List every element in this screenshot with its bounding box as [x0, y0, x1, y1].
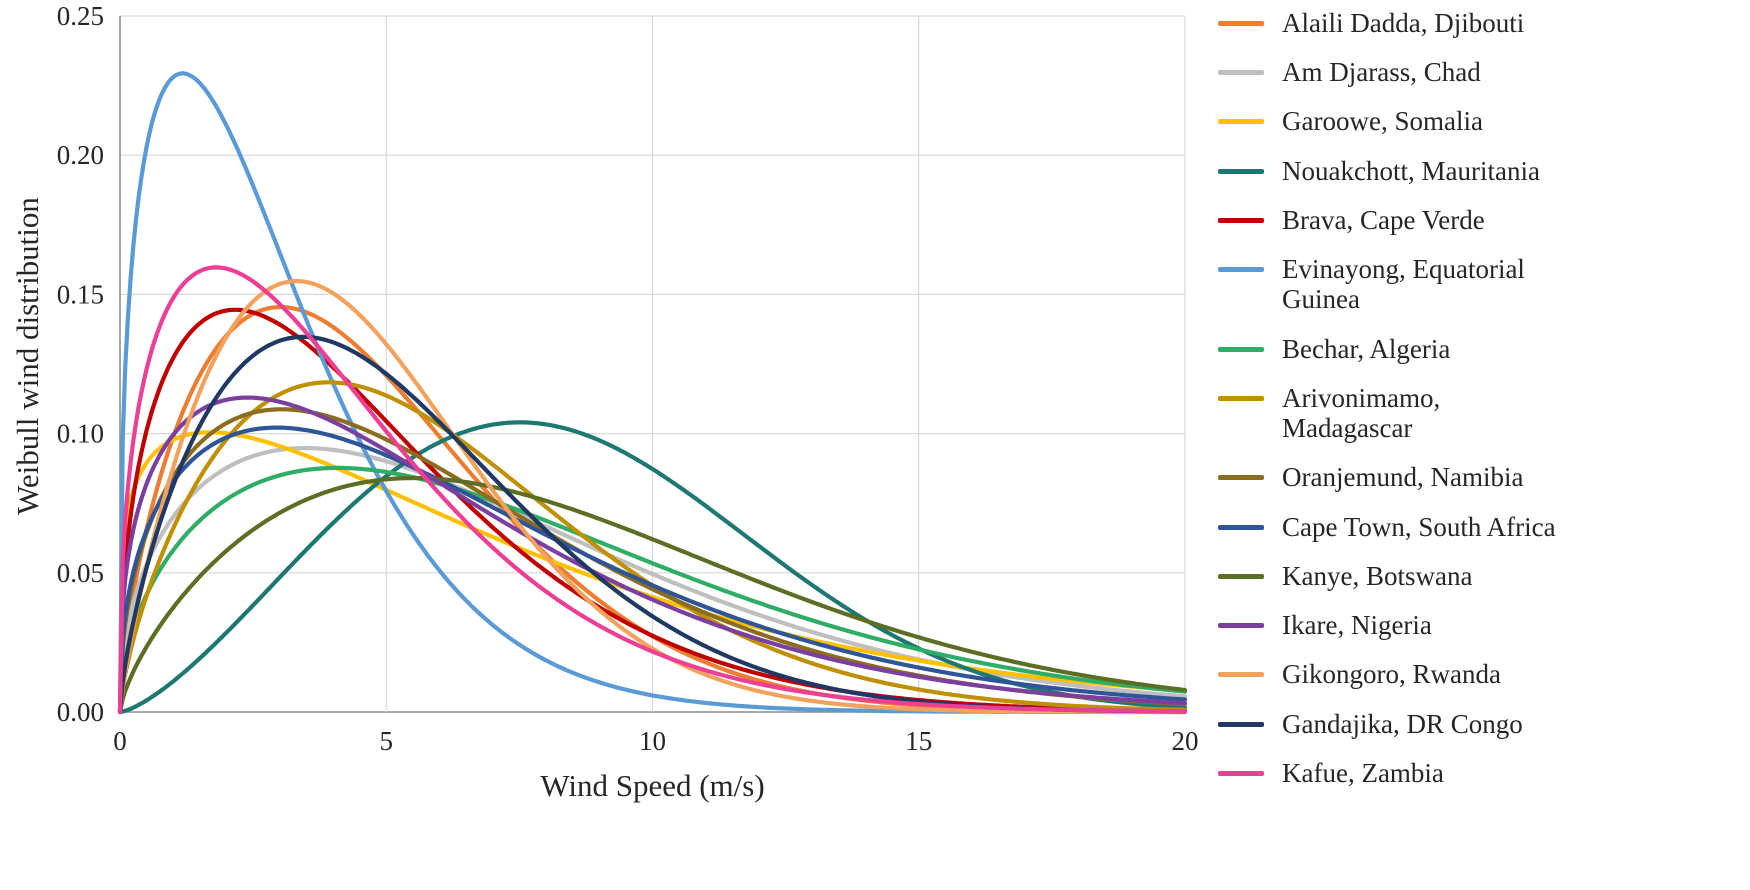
- legend-swatch-arivonimamo: [1218, 395, 1264, 401]
- y-axis-title: Weibull wind distribution: [10, 197, 45, 515]
- legend-item-cape-town: Cape Town, South Africa: [1218, 512, 1743, 542]
- x-axis-title: Wind Speed (m/s): [540, 768, 765, 803]
- legend-swatch-oranjemund: [1218, 475, 1264, 481]
- legend-item-kafue: Kafue, Zambia: [1218, 758, 1743, 788]
- legend-swatch-am-djarass: [1218, 70, 1264, 76]
- series-curve-kafue: [117, 265, 1188, 715]
- legend-swatch-nouakchott: [1218, 168, 1264, 174]
- legend-label-ikare: Ikare, Nigeria: [1282, 610, 1432, 641]
- legend-label-evinayong: Evinayong, Equatorial Guinea: [1282, 254, 1525, 315]
- legend-item-oranjemund: Oranjemund, Namibia: [1218, 462, 1743, 492]
- x-tick-label: 5: [380, 726, 394, 756]
- legend-label-am-djarass: Am Djarass, Chad: [1282, 57, 1481, 88]
- legend-item-bechar: Bechar, Algeria: [1218, 334, 1743, 364]
- legend-label-nouakchott: Nouakchott, Mauritania: [1282, 155, 1540, 186]
- series-curve-kanye: [117, 475, 1188, 715]
- legend-swatch-kanye: [1218, 573, 1264, 579]
- x-tick-label: 20: [1172, 726, 1199, 756]
- chart-plot-area: 0.00 0.05 0.10 0.15 0.20 0.25 0 5 10 15 20: [57, 1, 1199, 756]
- legend-item-brava: Brava, Cape Verde: [1218, 205, 1743, 235]
- legend-swatch-gandajika: [1218, 721, 1264, 727]
- y-tick-label: 0.15: [57, 279, 104, 309]
- legend-swatch-garoowe: [1218, 119, 1264, 125]
- series-curve-garoowe: [117, 430, 1188, 715]
- y-tick-label: 0.25: [57, 1, 104, 31]
- legend-label-arivonimamo: Arivonimamo, Madagascar: [1282, 382, 1441, 444]
- x-tick-label: 0: [113, 726, 127, 756]
- legend-item-gikongoro: Gikongoro, Rwanda: [1218, 659, 1743, 689]
- legend-item-gandajika: Gandajika, DR Congo: [1218, 709, 1743, 739]
- legend-item-ikare: Ikare, Nigeria: [1218, 610, 1743, 640]
- chart-legend: Alaili Dadda, Djibouti Am Djarass, Chad Ga…: [1218, 8, 1743, 788]
- x-tick-label: 15: [905, 726, 932, 756]
- series-curve-bechar: [117, 465, 1188, 715]
- y-tick-label: 0.00: [57, 697, 104, 727]
- legend-swatch-kafue: [1218, 770, 1264, 776]
- legend-item-nouakchott: Nouakchott, Mauritania: [1218, 156, 1743, 186]
- legend-label-brava: Brava, Cape Verde: [1282, 204, 1485, 235]
- legend-item-arivonimamo: Arivonimamo, Madagascar: [1218, 383, 1743, 443]
- legend-swatch-cape-town: [1218, 524, 1264, 530]
- legend-swatch-brava: [1218, 217, 1264, 223]
- legend-label-alaili-dadda: Alaili Dadda, Djibouti: [1282, 8, 1525, 38]
- legend-label-kafue: Kafue, Zambia: [1282, 757, 1444, 788]
- legend-item-kanye: Kanye, Botswana: [1218, 561, 1743, 591]
- legend-swatch-bechar: [1218, 346, 1264, 352]
- legend-label-gikongoro: Gikongoro, Rwanda: [1282, 659, 1501, 690]
- legend-item-evinayong: Evinayong, Equatorial Guinea: [1218, 254, 1743, 314]
- legend-swatch-alaili-dadda: [1218, 21, 1264, 26]
- legend-label-oranjemund: Oranjemund, Namibia: [1282, 462, 1524, 493]
- legend-item-am-djarass: Am Djarass, Chad: [1218, 57, 1743, 87]
- legend-label-garoowe: Garoowe, Somalia: [1282, 106, 1483, 137]
- x-tick-label: 10: [639, 726, 666, 756]
- y-tick-label: 0.20: [57, 140, 104, 170]
- series-curve-cape-town: [117, 425, 1188, 715]
- legend-label-cape-town: Cape Town, South Africa: [1282, 511, 1556, 542]
- series-curve-gikongoro: [117, 279, 1188, 715]
- legend-label-bechar: Bechar, Algeria: [1282, 333, 1451, 364]
- y-tick-label: 0.05: [57, 558, 104, 588]
- legend-swatch-evinayong: [1218, 267, 1264, 273]
- legend-item-alaili-dadda: Alaili Dadda, Djibouti: [1218, 8, 1743, 38]
- legend-label-kanye: Kanye, Botswana: [1282, 560, 1473, 591]
- legend-swatch-ikare: [1218, 623, 1264, 629]
- series-curve-am-djarass: [117, 446, 1188, 715]
- legend-label-gandajika: Gandajika, DR Congo: [1282, 708, 1523, 739]
- legend-swatch-gikongoro: [1218, 672, 1264, 678]
- legend-item-garoowe: Garoowe, Somalia: [1218, 106, 1743, 136]
- y-tick-label: 0.10: [57, 419, 104, 449]
- series-curve-ikare: [117, 395, 1188, 715]
